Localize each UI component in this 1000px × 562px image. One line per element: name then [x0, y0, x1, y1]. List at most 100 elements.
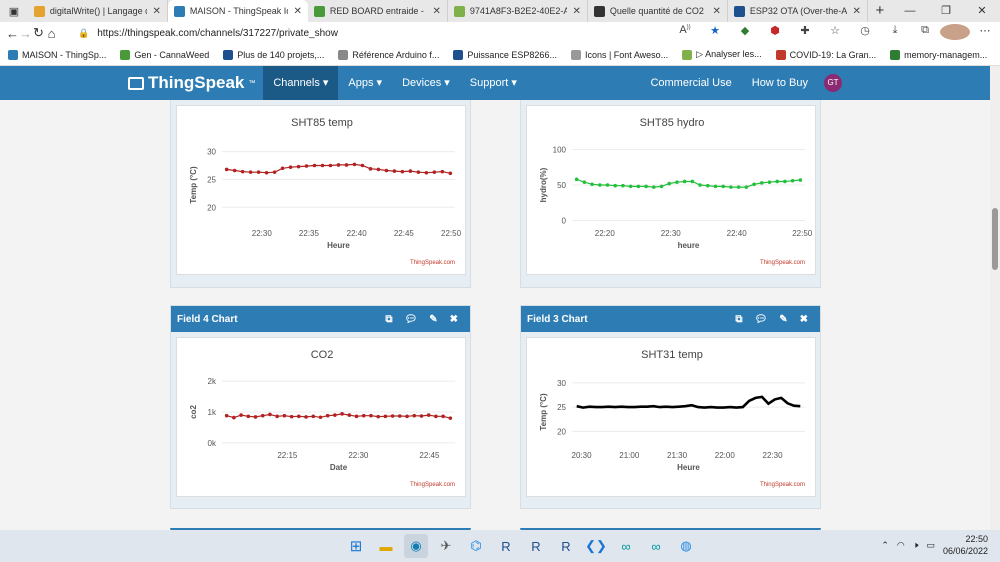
bookmark-label: Icons | Font Aweso... [584, 49, 669, 60]
comment-icon[interactable]: 💬︎ [404, 313, 418, 325]
globe-app-icon[interactable]: ◍ [680, 538, 692, 553]
r-app-icon-3[interactable]: R [561, 538, 571, 554]
bookmark-item[interactable]: ▷ Analyser les... [682, 49, 762, 60]
edge-browser-icon[interactable]: ◉ [404, 534, 428, 558]
collections-icon[interactable]: ⧉ [921, 23, 929, 36]
refresh-button[interactable]: ↻ [33, 25, 44, 40]
field3-actions: ⧉ 💬︎ ✎ ✖ [735, 314, 808, 325]
edit-icon[interactable]: ✎ [779, 313, 788, 325]
bookmark-item[interactable]: Référence Arduino f... [338, 49, 440, 60]
close-icon[interactable]: ✖ [799, 313, 808, 325]
battery-icon[interactable]: ▭ [926, 539, 935, 550]
menu-support[interactable]: Support ▾ [469, 77, 517, 89]
url-field[interactable]: 🔒 https://thingspeak.com/channels/317227… [66, 24, 666, 42]
menu-devices[interactable]: Devices ▾ [402, 77, 450, 89]
browser-tab[interactable]: ESP32 OTA (Over-the-Air) U ✕ [728, 0, 868, 22]
history-icon[interactable]: ◷ [860, 24, 870, 37]
open-external-icon[interactable]: ⧉ [385, 313, 393, 325]
data-point [398, 414, 402, 418]
clock[interactable]: 22:50 06/06/2022 [943, 533, 988, 557]
thingspeak-logo[interactable]: ThingSpeak ™ [128, 73, 255, 93]
menu-channels[interactable]: Channels ▾ [263, 66, 339, 100]
download-icon[interactable]: ⤓ [892, 23, 898, 36]
data-point [297, 414, 301, 419]
bookmark-label: Référence Arduino f... [352, 49, 440, 60]
favorites-icon[interactable]: ☆ [830, 24, 840, 37]
data-point [698, 183, 702, 187]
bookmark-item[interactable]: Puissance ESP8266... [453, 49, 557, 60]
x-tick-label: 22:30 [661, 229, 682, 238]
wifi-icon[interactable]: ◠ [896, 539, 905, 550]
menu-commercial-use[interactable]: Commercial Use [650, 77, 732, 89]
app-icon-2[interactable]: ⌬ [470, 538, 482, 553]
read-aloud-icon[interactable]: A)) [679, 23, 691, 36]
browser-tab[interactable]: 9741A8F3-B2E2-40E2-AAD ✕ [448, 0, 588, 22]
page-scrollbar[interactable] [990, 66, 1000, 530]
extension-icon[interactable]: ◆ [740, 24, 750, 37]
favorite-star-icon[interactable]: ★ [710, 24, 720, 37]
menu-icon[interactable]: ⋯ [979, 24, 991, 37]
file-explorer-icon[interactable]: ▬ [379, 538, 393, 554]
user-avatar[interactable]: GT [824, 74, 842, 92]
maximize-button[interactable]: ❐ [941, 5, 951, 17]
r-app-icon-2[interactable]: R [531, 538, 541, 554]
data-point [240, 169, 245, 174]
bookmark-favicon-icon [890, 49, 901, 60]
vscode-icon[interactable]: ❮❯ [585, 538, 607, 553]
close-tab-icon[interactable]: ✕ [572, 5, 581, 17]
data-point [340, 412, 344, 416]
close-window-button[interactable]: ✕ [977, 5, 987, 17]
browser-tab[interactable]: digitalWrite() | Langage de ✕ [28, 0, 168, 22]
bookmark-item[interactable]: Plus de 140 projets,... [223, 49, 324, 60]
scrollbar-thumb[interactable] [992, 208, 998, 270]
new-tab-button[interactable]: + [875, 2, 885, 19]
tab-title: ESP32 OTA (Over-the-Air) U [749, 6, 848, 16]
close-tab-icon[interactable]: ✕ [712, 5, 721, 17]
close-tab-icon[interactable]: ✕ [152, 5, 161, 17]
close-tab-icon[interactable]: ✕ [293, 5, 302, 17]
adblock-icon[interactable]: ⬢ [770, 24, 780, 37]
data-point [405, 414, 409, 419]
open-external-icon[interactable]: ⧉ [735, 313, 743, 325]
close-icon[interactable]: ✖ [449, 313, 458, 325]
bookmark-item[interactable]: COVID-19: La Gran... [775, 49, 876, 60]
minimize-button[interactable]: — [904, 5, 916, 17]
bookmark-item[interactable]: Icons | Font Aweso... [570, 49, 669, 60]
edit-icon[interactable]: ✎ [429, 313, 438, 325]
bookmark-item[interactable]: Gen - CannaWeed [120, 49, 209, 60]
data-point [744, 185, 749, 189]
chevron-up-icon[interactable]: ⌃ [881, 539, 889, 550]
data-point [311, 414, 316, 419]
chart-card-sht85-hydro: SHT85 hydro 100 50 0 22:20 22:30 22:40 22:50 heu… [520, 100, 821, 288]
data-point [224, 167, 229, 172]
logo-text: ThingSpeak [148, 73, 245, 92]
forward-button[interactable]: → [19, 25, 32, 41]
comment-icon[interactable]: 💬︎ [754, 313, 768, 325]
menu-how-to-buy[interactable]: How to Buy [751, 77, 808, 89]
r-app-icon[interactable]: R [501, 538, 511, 554]
bookmark-item[interactable]: MAISON - ThingSp... [8, 49, 106, 60]
windows-start-icon[interactable]: ⊞ [349, 538, 363, 555]
speaker-icon[interactable]: 🕨︎ [912, 539, 919, 550]
bookmark-favicon-icon [8, 49, 18, 60]
data-point [304, 164, 309, 168]
tab-actions-icon[interactable]: ▣ [8, 5, 20, 18]
field4-actions: ⧉ 💬︎ ✎ ✖ [385, 314, 458, 325]
home-button[interactable]: ⌂ [47, 25, 56, 41]
back-button[interactable]: ← [6, 25, 19, 41]
tab-favicon-icon [593, 5, 605, 17]
data-point [690, 179, 695, 184]
close-tab-icon[interactable]: ✕ [852, 5, 861, 17]
arduino-icon-2[interactable]: ∞ [651, 538, 661, 554]
app-icon[interactable]: ✈ [440, 538, 452, 553]
data-point [783, 179, 787, 184]
browser-tab[interactable]: Quelle quantité de CO2 les ✕ [588, 0, 728, 22]
bookmark-item[interactable]: memory-managem... [890, 49, 987, 60]
browser-tab[interactable]: MAISON - ThingSpeak IoT ✕ [167, 0, 308, 22]
menu-apps[interactable]: Apps ▾ [348, 77, 383, 89]
close-tab-icon[interactable]: ✕ [432, 5, 441, 17]
profile-avatar[interactable] [940, 23, 970, 43]
arduino-icon[interactable]: ∞ [621, 538, 631, 554]
browser-tab[interactable]: RED BOARD entraide - Pag ✕ [308, 0, 448, 22]
puzzle-extensions-icon[interactable]: ✚ [800, 24, 810, 37]
